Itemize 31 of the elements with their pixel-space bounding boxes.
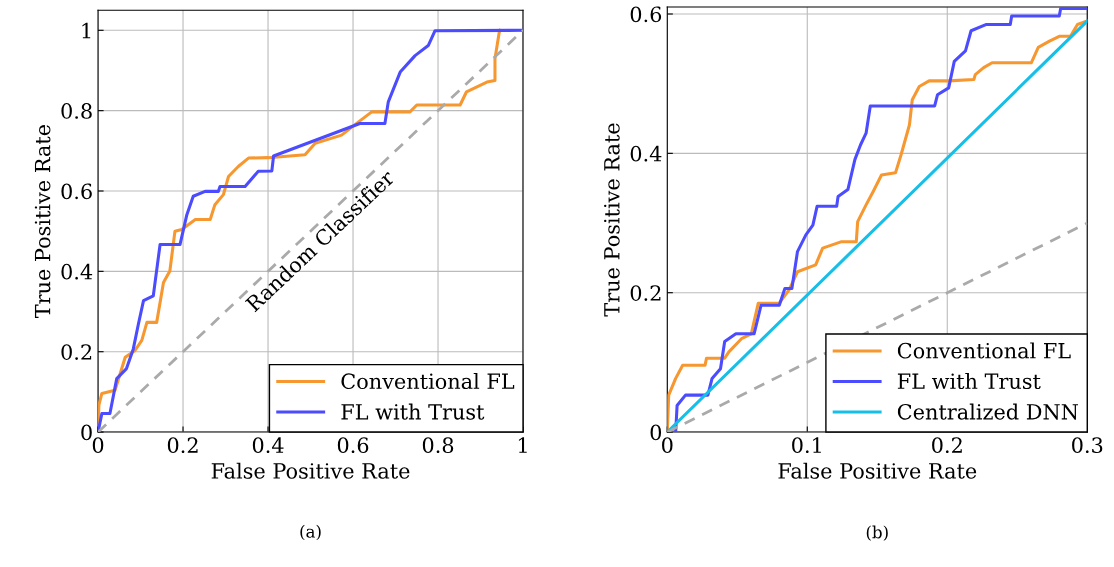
x-tick-label: 0.8 [422,437,454,454]
legend-label: FL with Trust [341,403,485,420]
y-tick-label: 0 [81,424,92,441]
y-axis-title: True Positive Rate [34,125,51,319]
y-tick-label: 0.2 [61,344,92,360]
legend-label: Conventional FL [897,342,1071,359]
y-tick-label: 0.4 [630,145,662,162]
x-tick-label: 0.1 [792,437,821,454]
y-tick-label: 0.4 [61,263,93,280]
legend-label: Conventional FL [341,372,515,390]
x-tick-label: 0.2 [932,437,962,454]
x-tick-label: 0.4 [252,437,284,454]
y-tick-label: 1 [82,22,91,39]
x-tick-label: 0 [662,437,673,454]
y-tick-label: 0.8 [61,103,92,119]
y-tick-label: 0.6 [630,6,662,23]
x-tick-label: 0.2 [167,437,198,454]
y-axis-title: True Positive Rate [604,123,620,317]
x-axis-title: False Positive Rate [778,462,977,479]
legend-label: FL with Trust [897,372,1041,390]
x-tick-label: 0.3 [1072,437,1103,454]
y-tick-label: 0 [650,424,662,441]
text: (a) [300,524,321,541]
y-tick-label: 0.6 [61,183,92,200]
y-tick-label: 0.2 [630,285,661,301]
x-tick-label: 0.6 [337,437,369,454]
text: (b) [866,525,888,541]
x-tick-label: 0 [92,437,104,454]
x-axis-title: False Positive Rate [211,462,410,479]
legend-label: Centralized DNN [897,403,1079,420]
x-tick-label: 1 [518,437,527,453]
